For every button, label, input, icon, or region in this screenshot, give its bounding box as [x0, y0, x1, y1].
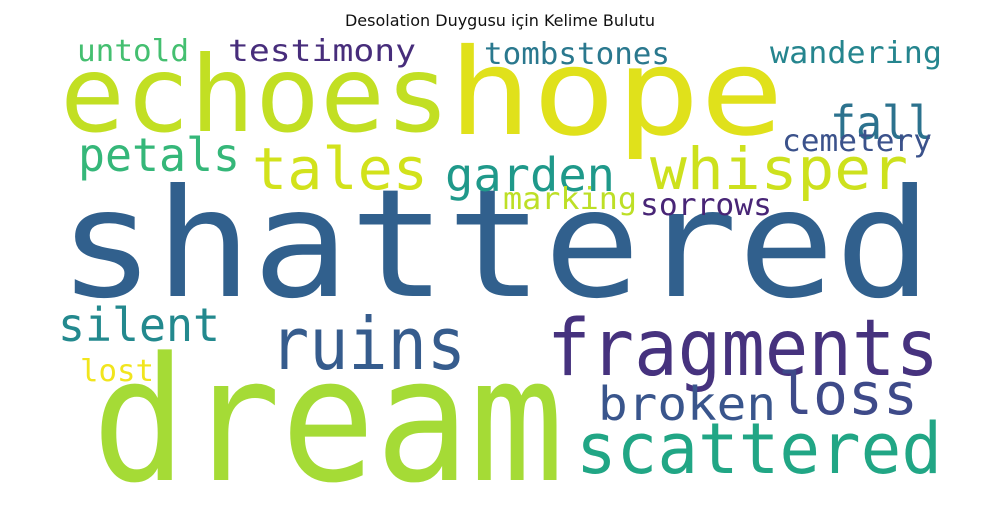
- word-lost: lost: [80, 353, 154, 389]
- word-broken: broken: [598, 377, 776, 432]
- word-cemetery: cemetery: [782, 123, 932, 159]
- word-wandering: wandering: [770, 35, 942, 71]
- word-loss: loss: [778, 359, 918, 428]
- word-dream: dream: [92, 319, 564, 521]
- word-sorrows: sorrows: [640, 187, 772, 223]
- word-silent: silent: [58, 298, 220, 353]
- word-ruins: ruins: [270, 301, 466, 386]
- word-hope: hope: [448, 24, 784, 163]
- word-whisper: whisper: [650, 134, 908, 203]
- word-echoes: echoes: [60, 34, 451, 157]
- word-tales: tales: [252, 134, 428, 203]
- chart-title: Desolation Duygusu için Kelime Bulutu: [344, 11, 656, 30]
- word-cloud: Desolation Duygusu için Kelime Bulutu sh…: [58, 11, 942, 506]
- word-shattered: shattered: [58, 157, 933, 332]
- word-testimony: testimony: [228, 33, 416, 69]
- word-untold: untold: [77, 33, 189, 69]
- word-scattered: scattered: [576, 407, 942, 490]
- word-garden: garden: [445, 148, 615, 203]
- word-petals: petals: [78, 128, 240, 183]
- word-fragments: fragments: [547, 303, 939, 394]
- word-marking: marking: [503, 181, 637, 217]
- word-fall: fall: [830, 96, 934, 151]
- word-tombstones: tombstones: [484, 36, 670, 72]
